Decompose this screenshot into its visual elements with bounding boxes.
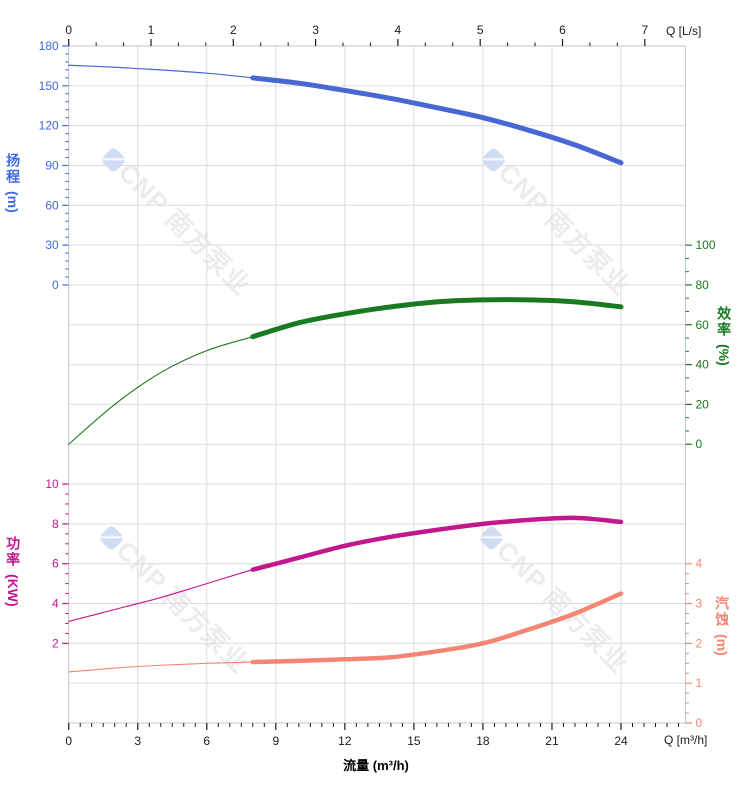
bottom-axis: 0 3 6 9 12 15 18 21 24 [65, 723, 680, 748]
tick-label: 180 [39, 39, 59, 53]
top-axis: 0 1 2 3 4 5 6 7 [65, 23, 648, 46]
bottom-axis-unit-label: Q [m³/h] [664, 733, 708, 747]
tick-label: 1 [148, 23, 155, 37]
bottom-axis-title: 流量 (m³/h) [343, 758, 409, 773]
head-axis-title: 扬程 (m) [5, 153, 21, 213]
npsh-axis-unit: (m) [714, 634, 731, 656]
head-axis: 180 150 120 90 60 30 0 [39, 39, 69, 292]
tick-label: 120 [39, 119, 59, 133]
tick-label: 12 [338, 734, 352, 748]
tick-label: 10 [45, 477, 59, 491]
efficiency-curve [68, 297, 624, 445]
tick-label: 90 [45, 158, 59, 172]
tick-label: 40 [696, 358, 710, 372]
npsh-axis-title: 汽蚀 (m) [714, 596, 730, 656]
tick-label: 0 [696, 716, 703, 730]
tick-label: 3 [696, 597, 703, 611]
tick-label: 0 [65, 734, 72, 748]
efficiency-axis: 100 80 60 40 20 0 [685, 238, 716, 451]
efficiency-curve-bold [250, 297, 624, 340]
tick-label: 6 [203, 734, 210, 748]
head-curve [68, 64, 624, 166]
npsh-axis-title-text: 汽蚀 [714, 596, 731, 628]
power-axis-title: 功率 (KW) [5, 536, 21, 607]
power-axis-unit: (KW) [5, 574, 22, 607]
tick-label: 2 [52, 636, 59, 650]
power-curve [68, 515, 624, 622]
tick-label: 3 [134, 734, 141, 748]
tick-label: 6 [559, 23, 566, 37]
head-axis-title-text: 扬程 [5, 153, 22, 185]
tick-label: 15 [407, 734, 421, 748]
tick-label: 7 [641, 23, 648, 37]
tick-label: 80 [696, 278, 710, 292]
tick-label: 5 [477, 23, 484, 37]
tick-label: 100 [696, 238, 716, 252]
power-curve-bold [250, 515, 624, 572]
head-curve-bold [250, 75, 624, 166]
top-axis-unit-label: Q [L/s] [666, 24, 702, 38]
tick-label: 150 [39, 79, 59, 93]
tick-label: 18 [476, 734, 490, 748]
tick-label: 4 [395, 23, 402, 37]
power-axis-title-text: 功率 [5, 536, 22, 568]
efficiency-axis-unit: (%) [716, 344, 733, 366]
gridlines [68, 46, 686, 723]
tick-label: 3 [312, 23, 319, 37]
npsh-curve [68, 591, 624, 673]
tick-label: 4 [52, 597, 59, 611]
plot-border [68, 45, 686, 724]
power-axis: 10 8 6 4 2 [45, 477, 69, 650]
tick-label: 1 [696, 676, 703, 690]
efficiency-axis-title: 效率 (%) [716, 306, 732, 366]
tick-label: 6 [52, 557, 59, 571]
tick-label: 60 [45, 198, 59, 212]
tick-label: 4 [696, 557, 703, 571]
tick-label: 60 [696, 318, 710, 332]
tick-label: 8 [52, 517, 59, 531]
tick-label: 2 [230, 23, 237, 37]
tick-label: 21 [545, 734, 559, 748]
tick-label: 0 [65, 23, 72, 37]
tick-label: 0 [696, 437, 703, 451]
tick-label: 0 [52, 278, 59, 292]
tick-label: 24 [614, 734, 628, 748]
tick-label: 9 [272, 734, 279, 748]
efficiency-axis-title-text: 效率 [716, 306, 733, 338]
tick-label: 30 [45, 238, 59, 252]
npsh-axis: 4 3 2 1 0 [685, 557, 703, 730]
tick-label: 20 [696, 397, 710, 411]
head-axis-unit: (m) [5, 191, 22, 213]
tick-label: 2 [696, 636, 703, 650]
npsh-curve-bold [250, 591, 624, 665]
